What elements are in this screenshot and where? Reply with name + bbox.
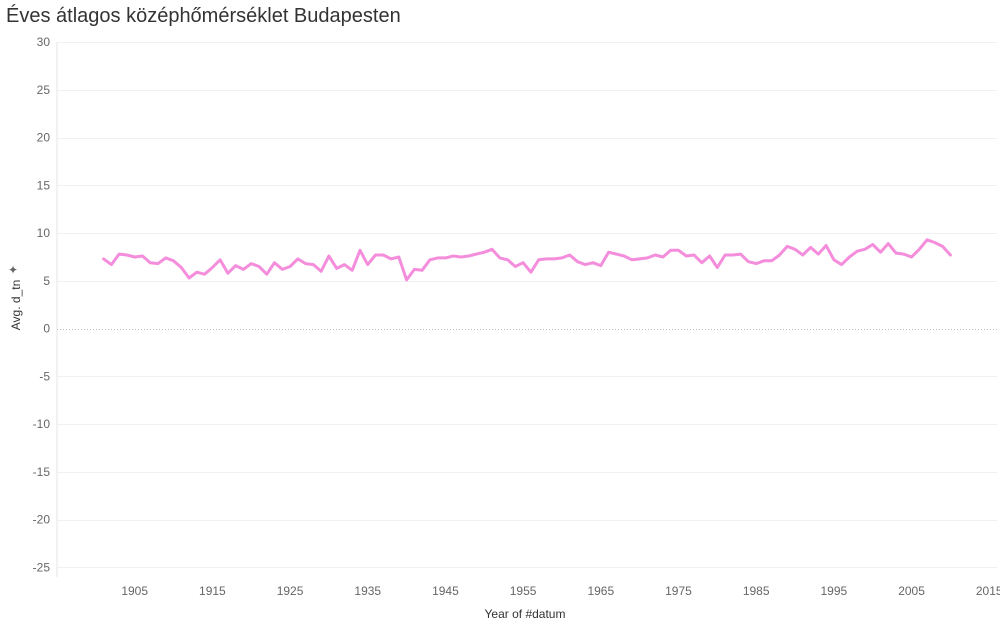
x-tick-label: 1925 — [277, 584, 304, 598]
x-tick-label: 2005 — [898, 584, 925, 598]
x-tick-label: 2015 — [976, 584, 1000, 598]
series-line[interactable] — [102, 238, 952, 282]
x-tick-label: 1975 — [665, 584, 692, 598]
x-tick-label: 1935 — [354, 584, 381, 598]
series-lines — [102, 238, 952, 282]
chart-title: Éves átlagos középhőmérséklet Budapesten — [6, 5, 401, 27]
y-tick-label: 20 — [37, 131, 51, 145]
x-tick-label: 1995 — [821, 584, 848, 598]
grid-lines — [56, 42, 997, 577]
y-tick-label: -5 — [39, 369, 50, 383]
x-tick-label: 1915 — [199, 584, 226, 598]
y-tick-labels: 30 25 20 15 10 5 0 -5 -10 -15 -20 -25 — [33, 35, 51, 574]
y-tick-label: -25 — [33, 560, 51, 574]
x-tick-label: 1945 — [432, 584, 459, 598]
y-tick-label: -20 — [33, 513, 51, 527]
x-tick-labels: 1905 1915 1925 1935 1945 1955 1965 1975 1985 1995… — [121, 584, 1000, 598]
y-axis-title: Avg. d_tn — [9, 280, 23, 330]
y-tick-label: -15 — [33, 465, 51, 479]
y-tick-label: 10 — [37, 226, 51, 240]
y-tick-label: 25 — [37, 83, 51, 97]
x-tick-label: 1965 — [587, 584, 614, 598]
y-tick-label: 5 — [43, 274, 50, 288]
x-tick-label: 1985 — [743, 584, 770, 598]
y-tick-label: -10 — [33, 417, 51, 431]
pin-icon[interactable]: ✦ — [8, 263, 18, 277]
y-tick-label: 15 — [37, 178, 51, 192]
y-tick-label: 30 — [37, 35, 51, 49]
x-tick-label: 1955 — [510, 584, 537, 598]
x-tick-label: 1905 — [121, 584, 148, 598]
y-tick-label: 0 — [43, 322, 50, 336]
x-axis-title: Year of #datum — [485, 607, 566, 621]
